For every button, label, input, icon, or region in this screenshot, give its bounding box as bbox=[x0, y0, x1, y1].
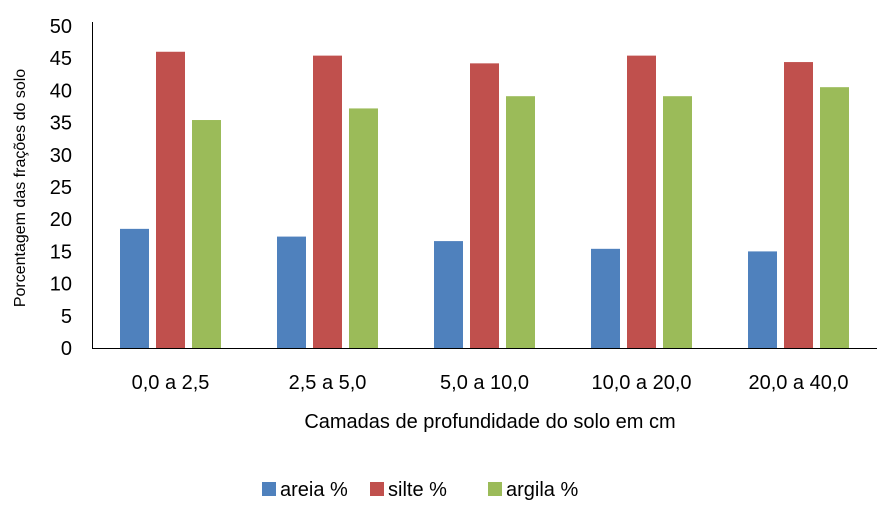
y-tick-label: 10 bbox=[50, 274, 72, 296]
bar bbox=[120, 228, 149, 348]
bar bbox=[784, 62, 813, 349]
bar bbox=[349, 108, 378, 348]
y-tick-label: 15 bbox=[50, 241, 72, 263]
bar bbox=[313, 55, 342, 349]
bar bbox=[663, 96, 692, 348]
x-axis-title: Camadas de profundidade do solo em cm bbox=[304, 411, 675, 433]
bar bbox=[470, 63, 499, 349]
bar bbox=[434, 241, 463, 348]
legend: areia % silte % argila % bbox=[262, 479, 578, 501]
legend-label: argila % bbox=[506, 479, 578, 501]
legend-label: areia % bbox=[280, 479, 348, 501]
x-tick-label: 5,0 a 10,0 bbox=[440, 372, 529, 394]
y-tick-label: 20 bbox=[50, 209, 72, 231]
bar bbox=[156, 51, 185, 348]
x-tick-label: 20,0 a 40,0 bbox=[748, 372, 848, 394]
y-tick-label: 40 bbox=[50, 80, 72, 102]
y-tick-label: 25 bbox=[50, 177, 72, 199]
y-axis-title: Porcentagem das frações do solo bbox=[12, 69, 29, 307]
legend-swatch bbox=[262, 482, 276, 496]
bar bbox=[820, 87, 849, 349]
y-tick-labels: 0 5 10 15 20 25 30 35 40 45 50 bbox=[50, 16, 72, 360]
y-tick-label: 50 bbox=[50, 16, 72, 38]
legend-swatch bbox=[370, 482, 384, 496]
bar bbox=[192, 120, 221, 348]
bar bbox=[506, 96, 535, 348]
bar bbox=[277, 236, 306, 348]
legend-label: silte % bbox=[388, 479, 447, 501]
x-tick-labels: 0,0 a 2,5 2,5 a 5,0 5,0 a 10,0 10,0 a 20,0 2… bbox=[132, 372, 849, 394]
y-tick-label: 30 bbox=[50, 145, 72, 167]
y-tick-label: 45 bbox=[50, 48, 72, 70]
bar bbox=[591, 248, 620, 348]
x-tick-label: 10,0 a 20,0 bbox=[591, 372, 691, 394]
legend-swatch bbox=[488, 482, 502, 496]
y-tick-label: 5 bbox=[61, 306, 72, 328]
x-tick-label: 0,0 a 2,5 bbox=[132, 372, 210, 394]
y-tick-label: 0 bbox=[61, 338, 72, 360]
bars-group bbox=[120, 51, 849, 349]
bar bbox=[627, 55, 656, 349]
bar bbox=[748, 251, 777, 348]
x-tick-label: 2,5 a 5,0 bbox=[289, 372, 367, 394]
y-tick-label: 35 bbox=[50, 113, 72, 135]
